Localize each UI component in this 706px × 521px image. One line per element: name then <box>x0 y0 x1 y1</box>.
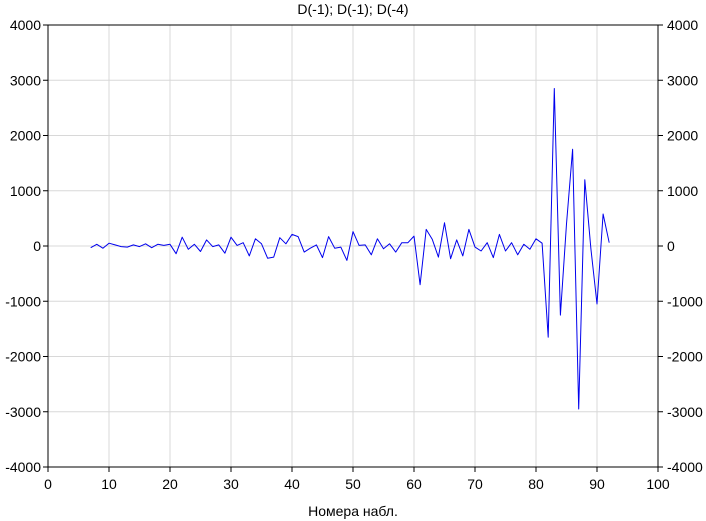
axis-ticks: 0 10 20 30 40 50 60 70 80 90 100-4000 -4000-3000 -30… <box>5 17 703 492</box>
y-tick-label-right: -3000 <box>667 404 703 420</box>
x-tick-label: 70 <box>467 476 483 492</box>
y-tick-label-left: -4000 <box>5 459 41 475</box>
x-tick-label: 80 <box>528 476 544 492</box>
x-tick-label: 90 <box>589 476 605 492</box>
y-tick-label-left: 2000 <box>10 128 41 144</box>
y-tick-label-right: -1000 <box>667 293 703 309</box>
y-tick-label-left: -1000 <box>5 293 41 309</box>
x-tick-label: 30 <box>223 476 239 492</box>
x-tick-label: 20 <box>162 476 178 492</box>
x-tick-label: 100 <box>646 476 670 492</box>
x-tick-label: 60 <box>406 476 422 492</box>
series-line <box>90 88 610 410</box>
y-tick-label-right: 1000 <box>667 183 698 199</box>
y-tick-label-right: -4000 <box>667 459 703 475</box>
x-tick-label: 10 <box>101 476 117 492</box>
y-tick-label-left: -3000 <box>5 404 41 420</box>
x-axis-label: Номера набл. <box>308 503 398 519</box>
y-tick-label-left: -2000 <box>5 349 41 365</box>
y-tick-label-left: 4000 <box>10 17 41 33</box>
x-tick-label: 0 <box>44 476 52 492</box>
data-series <box>90 88 610 410</box>
y-tick-label-right: 3000 <box>667 72 698 88</box>
y-tick-label-left: 0 <box>33 238 41 254</box>
y-tick-label-right: 0 <box>667 238 675 254</box>
y-tick-label-right: -2000 <box>667 349 703 365</box>
chart-title: D(-1); D(-1); D(-4) <box>297 1 408 17</box>
y-tick-label-left: 1000 <box>10 183 41 199</box>
grid <box>48 25 658 467</box>
x-tick-label: 40 <box>284 476 300 492</box>
y-tick-label-left: 3000 <box>10 72 41 88</box>
y-tick-label-right: 4000 <box>667 17 698 33</box>
y-tick-label-right: 2000 <box>667 128 698 144</box>
x-tick-label: 50 <box>345 476 361 492</box>
